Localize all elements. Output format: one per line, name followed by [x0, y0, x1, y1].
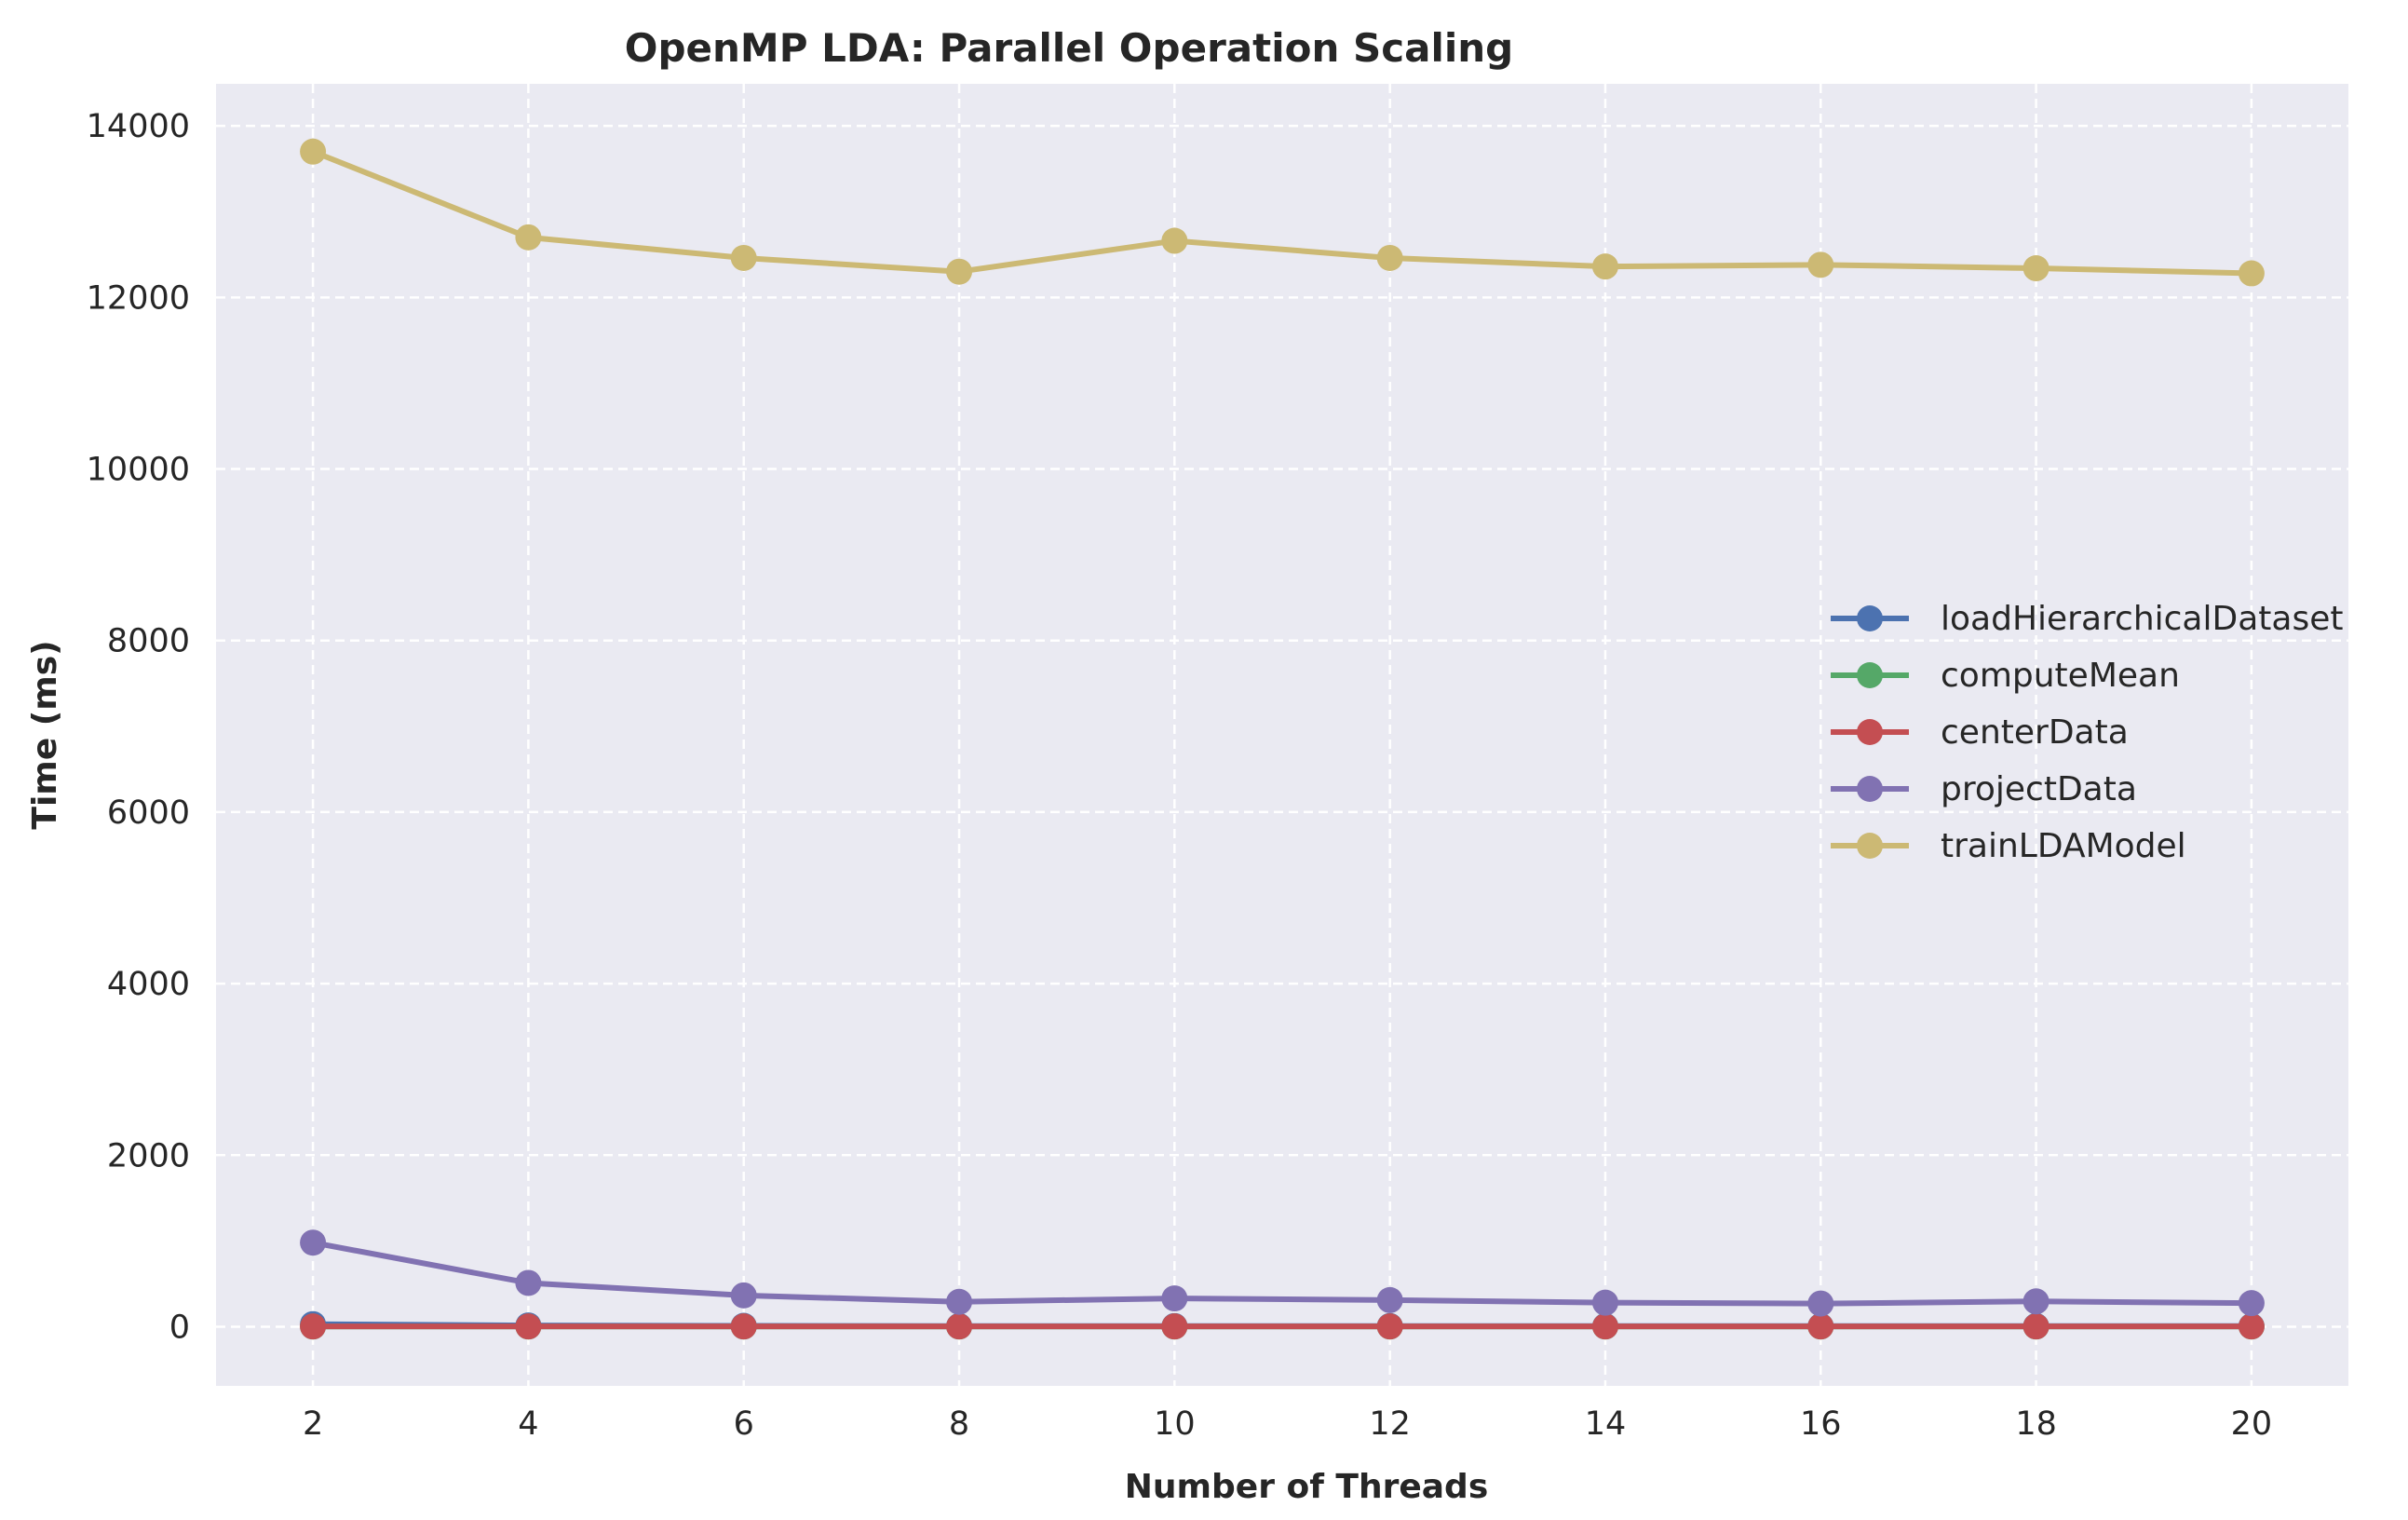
data-point-trainLDAModel	[1591, 253, 1618, 280]
data-point-trainLDAModel	[946, 258, 973, 285]
data-point-trainLDAModel	[515, 224, 542, 251]
legend-label: loadHierarchicalDataset	[1941, 600, 2343, 638]
data-point-trainLDAModel	[1807, 251, 1834, 278]
y-tick-label: 0	[169, 1309, 190, 1346]
legend-marker	[1857, 719, 1883, 745]
y-tick-label: 14000	[87, 108, 190, 145]
data-point-trainLDAModel	[730, 244, 757, 271]
legend-label: centerData	[1941, 713, 2129, 752]
legend-label: computeMean	[1941, 657, 2180, 695]
x-tick-label: 8	[949, 1405, 969, 1443]
data-point-centerData	[1807, 1313, 1834, 1340]
legend-marker	[1857, 662, 1883, 688]
legend: loadHierarchicalDataset computeMean center…	[1831, 600, 2343, 865]
data-point-centerData	[2238, 1313, 2265, 1340]
legend-item: trainLDAModel	[1831, 827, 2186, 865]
y-tick-label: 8000	[107, 623, 190, 660]
data-point-projectData	[946, 1288, 973, 1315]
legend-marker	[1857, 776, 1883, 802]
x-tick-labels: 2 4 6 8 10 12 14 16 18 20	[303, 1405, 2272, 1443]
chart-title: OpenMP LDA: Parallel Operation Scaling	[625, 25, 1513, 71]
y-tick-label: 6000	[107, 794, 190, 832]
x-tick-label: 20	[2231, 1405, 2273, 1443]
series-line-projectData	[310, 1240, 2254, 1307]
data-point-centerData	[2022, 1313, 2050, 1340]
data-point-projectData	[1376, 1286, 1403, 1313]
data-point-centerData	[1591, 1313, 1618, 1340]
data-point-trainLDAModel	[1376, 244, 1403, 271]
data-point-projectData	[1591, 1289, 1618, 1316]
x-tick-label: 18	[2015, 1405, 2057, 1443]
legend-item: computeMean	[1831, 657, 2180, 695]
x-tick-label: 16	[1800, 1405, 1842, 1443]
data-point-trainLDAModel	[2238, 260, 2265, 287]
legend-marker	[1857, 605, 1883, 631]
y-tick-label: 2000	[107, 1137, 190, 1174]
y-tick-label: 4000	[107, 966, 190, 1003]
data-point-trainLDAModel	[1161, 227, 1188, 254]
data-point-projectData	[2238, 1290, 2265, 1317]
legend-item: loadHierarchicalDataset	[1831, 600, 2343, 638]
y-tick-label: 10000	[87, 452, 190, 489]
grid	[216, 84, 2348, 1386]
data-point-projectData	[1807, 1290, 1834, 1317]
plot-background	[216, 84, 2348, 1386]
data-point-centerData	[946, 1313, 973, 1340]
y-tick-label: 12000	[87, 279, 190, 317]
x-tick-label: 4	[518, 1405, 538, 1443]
series-projectData	[300, 1229, 2265, 1317]
legend-marker	[1857, 833, 1883, 859]
x-tick-label: 10	[1154, 1405, 1196, 1443]
data-point-projectData	[730, 1282, 757, 1309]
x-tick-label: 2	[303, 1405, 323, 1443]
data-point-trainLDAModel	[300, 138, 327, 165]
data-point-centerData	[300, 1313, 327, 1340]
data-point-centerData	[1376, 1313, 1403, 1340]
series-centerData	[300, 1313, 2265, 1340]
data-point-projectData	[515, 1269, 542, 1296]
data-point-centerData	[515, 1313, 542, 1340]
x-axis-label: Number of Threads	[1125, 1468, 1489, 1506]
data-point-projectData	[1161, 1285, 1188, 1312]
legend-label: projectData	[1941, 770, 2137, 808]
series-trainLDAModel	[300, 138, 2265, 287]
series-layer	[300, 138, 2265, 1340]
x-tick-label: 14	[1585, 1405, 1627, 1443]
data-point-centerData	[730, 1313, 757, 1340]
x-tick-label: 12	[1369, 1405, 1411, 1443]
legend-label: trainLDAModel	[1941, 827, 2186, 865]
data-point-projectData	[300, 1229, 327, 1256]
legend-item: centerData	[1831, 713, 2129, 752]
x-tick-label: 6	[734, 1405, 754, 1443]
data-point-centerData	[1161, 1313, 1188, 1340]
y-tick-labels: 0 2000 4000 6000 8000 10000 12000 14000	[87, 108, 190, 1346]
data-point-trainLDAModel	[2022, 255, 2050, 282]
legend-item: projectData	[1831, 770, 2137, 808]
data-point-projectData	[2022, 1288, 2050, 1315]
series-line-trainLDAModel	[310, 148, 2254, 277]
y-axis-label: Time (ms)	[26, 640, 64, 829]
